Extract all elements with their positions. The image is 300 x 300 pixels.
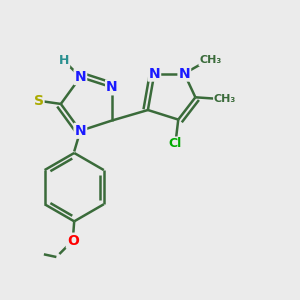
Text: CH₃: CH₃ (200, 55, 222, 65)
Text: Cl: Cl (169, 137, 182, 151)
Text: N: N (178, 67, 190, 81)
Text: N: N (148, 67, 160, 81)
Text: O: O (67, 234, 79, 248)
Text: N: N (74, 124, 86, 138)
Text: N: N (106, 80, 118, 94)
Text: H: H (59, 54, 69, 67)
Text: CH₃: CH₃ (214, 94, 236, 104)
Text: S: S (34, 94, 44, 108)
Text: N: N (74, 70, 86, 84)
